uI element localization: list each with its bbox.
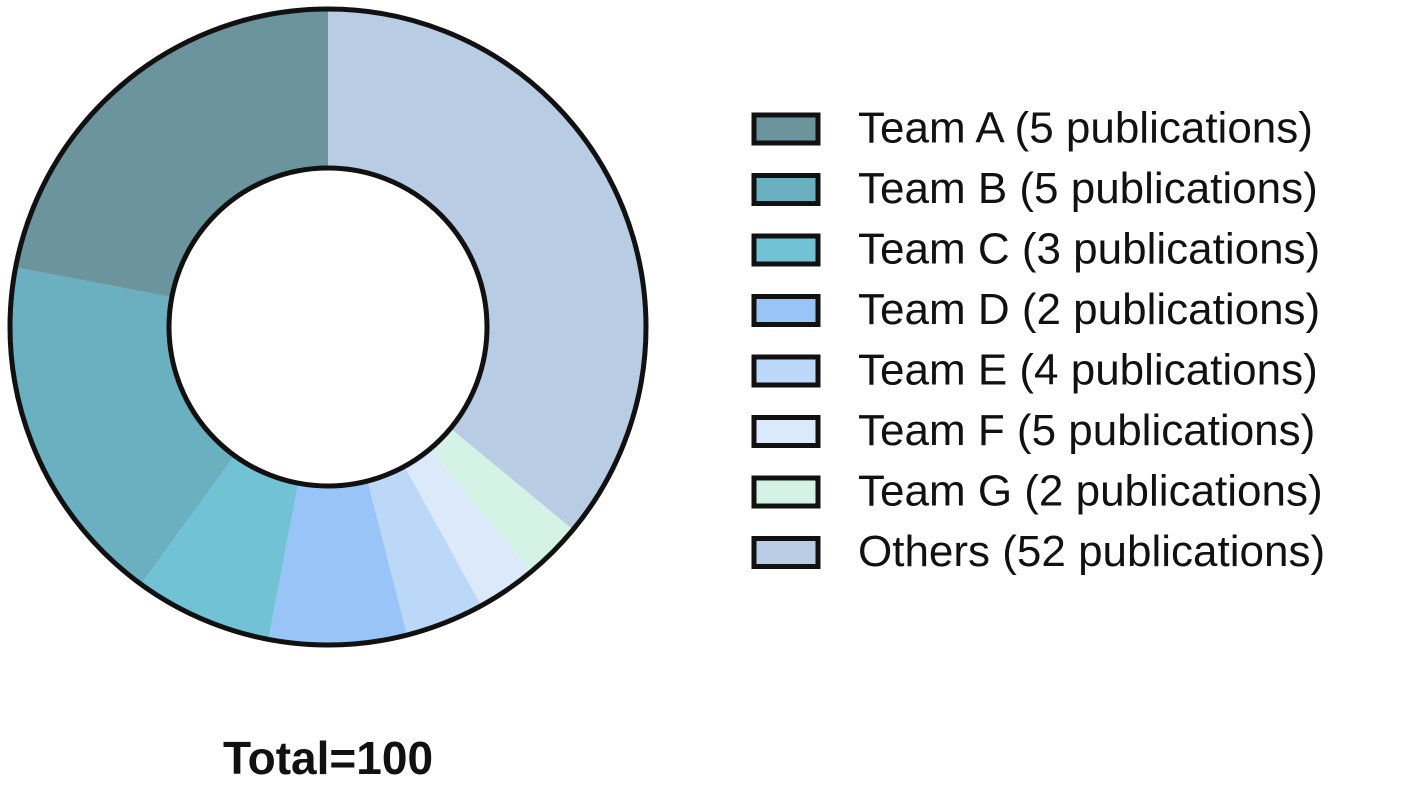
legend-swatch (751, 536, 821, 569)
donut-slice (328, 9, 646, 530)
legend-swatch (751, 112, 821, 146)
donut-slice (268, 481, 408, 645)
legend-label: Team F (5 publications) (858, 406, 1315, 455)
legend-label: Team D (2 publications) (858, 285, 1320, 334)
legend-label: Team B (5 publications) (858, 164, 1318, 213)
legend-swatch (751, 173, 821, 206)
legend-label: Team G (2 publications) (858, 467, 1323, 516)
legend-swatch (751, 475, 821, 509)
total-annotation: Total=100 (223, 732, 433, 784)
legend-swatch (751, 233, 821, 267)
legend-label: Others (52 publications) (858, 527, 1325, 576)
legend-swatch (751, 415, 821, 448)
donut-slice (367, 466, 482, 636)
outer-ring (7, 6, 649, 648)
inner-ring (166, 165, 490, 489)
donut-slice (141, 455, 299, 640)
legend-label: Team A (5 publications) (858, 104, 1313, 153)
legend-swatch (751, 294, 821, 327)
donut-slice (15, 9, 328, 298)
donut-slice (404, 449, 531, 606)
donut-slice (429, 428, 574, 573)
legend-label: Team C (3 publications) (858, 225, 1320, 274)
legend-swatch (751, 354, 821, 388)
legend-label: Team E (4 publications) (858, 346, 1318, 395)
